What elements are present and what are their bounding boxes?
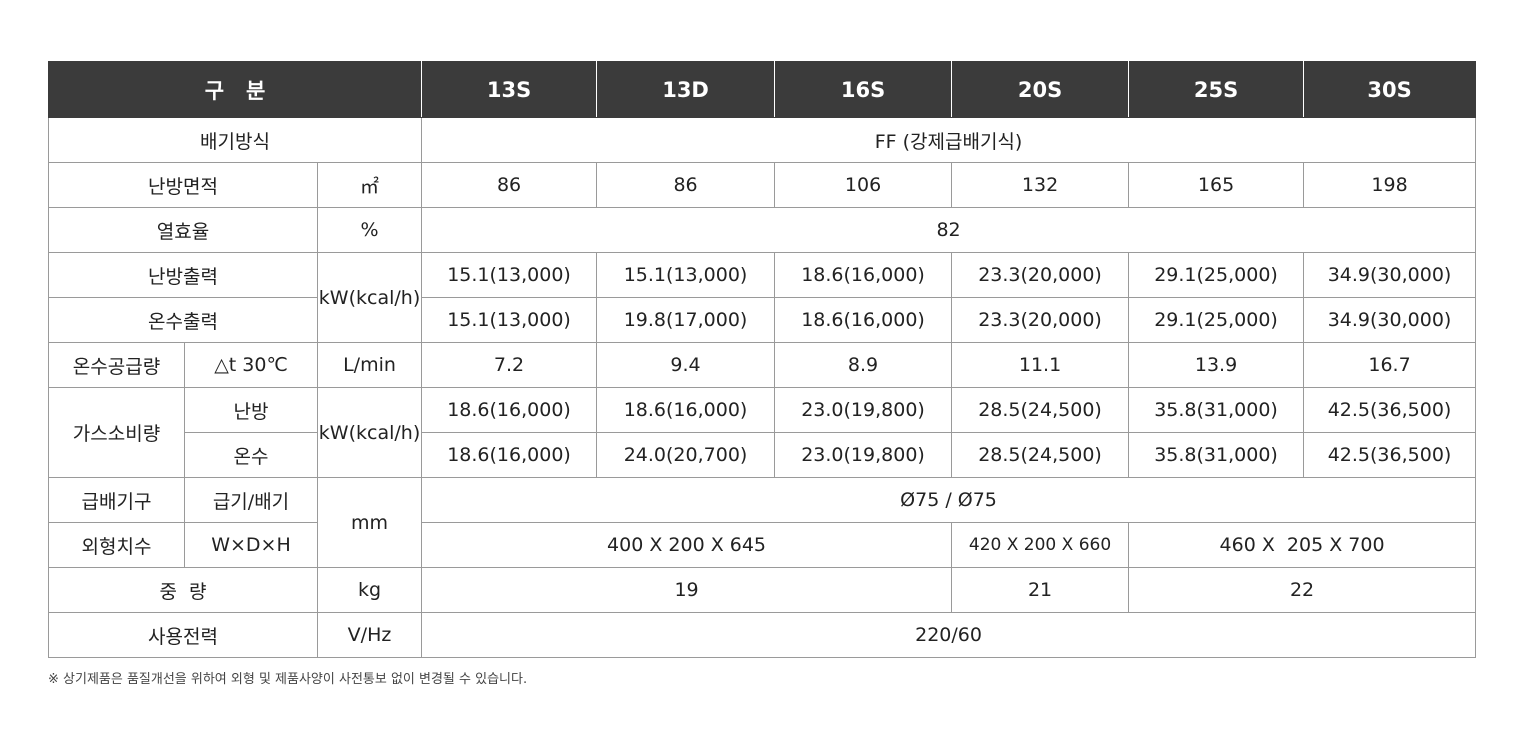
row-hot-water-output: 온수출력 15.1(13,000) 19.8(17,000) 18.6(16,0…: [48, 297, 1477, 343]
hot-water-supply-value: 7.2: [421, 342, 598, 388]
flue-value: Ø75 / Ø75: [421, 477, 1477, 523]
hot-water-supply-value: 16.7: [1303, 342, 1477, 388]
output-unit: kW(kcal/h): [316, 252, 423, 343]
hot-water-output-value: 23.3(20,000): [951, 297, 1130, 343]
area-value: 86: [421, 162, 598, 208]
efficiency-value: 82: [421, 207, 1477, 253]
efficiency-unit: %: [316, 207, 423, 253]
gas-hot-water-value: 35.8(31,000): [1128, 432, 1305, 478]
flue-label: 급배기구: [48, 477, 185, 523]
weight-value: 22: [1128, 567, 1477, 613]
area-unit: ㎡: [316, 162, 423, 208]
gas-hot-water-value: 42.5(36,500): [1303, 432, 1477, 478]
hot-water-supply-value: 13.9: [1128, 342, 1305, 388]
row-power: 사용전력 V/Hz 220/60: [48, 612, 1477, 658]
gas-heating-value: 23.0(19,800): [774, 387, 953, 433]
row-dimensions: 외형치수 W×D×H 400 X 200 X 645 420 X 200 X 6…: [48, 522, 1477, 568]
gas-heating-value: 28.5(24,500): [951, 387, 1130, 433]
area-value: 165: [1128, 162, 1305, 208]
dimensions-label: 외형치수: [48, 522, 185, 568]
gas-hot-water-value: 18.6(16,000): [421, 432, 598, 478]
weight-value: 19: [421, 567, 953, 613]
heat-output-value: 34.9(30,000): [1303, 252, 1477, 298]
gas-hot-water-sub: 온수: [184, 432, 318, 478]
gas-hot-water-value: 23.0(19,800): [774, 432, 953, 478]
footnote: ※ 상기제품은 품질개선을 위하여 외형 및 제품사양이 사전통보 없이 변경될…: [48, 672, 528, 687]
dimensions-value: 460 X 205 X 700: [1128, 522, 1477, 568]
hot-water-output-label: 온수출력: [48, 297, 318, 343]
area-value: 132: [951, 162, 1130, 208]
weight-label: 중 량: [48, 567, 318, 613]
header-row: 구 분 13S 13D 16S 20S 25S 30S: [47, 61, 1477, 118]
area-value: 198: [1303, 162, 1477, 208]
heat-output-value: 23.3(20,000): [951, 252, 1130, 298]
hot-water-output-value: 18.6(16,000): [774, 297, 953, 343]
mm-unit: mm: [316, 477, 423, 568]
heat-output-value: 18.6(16,000): [774, 252, 953, 298]
header-category: 구 분: [47, 61, 423, 118]
dimensions-value: 420 X 200 X 660: [951, 522, 1130, 568]
row-flue: 급배기구 급기/배기 mm Ø75 / Ø75: [48, 477, 1477, 568]
spec-table: 구 분 13S 13D 16S 20S 25S 30S 배기방식 FF (강제급…: [47, 61, 1477, 658]
row-weight: 중 량 kg 19 21 22: [48, 567, 1477, 613]
gas-consumption-label: 가스소비량: [48, 387, 185, 478]
gas-heating-value: 18.6(16,000): [421, 387, 598, 433]
header-model-30s: 30S: [1303, 61, 1477, 118]
hot-water-output-value: 34.9(30,000): [1303, 297, 1477, 343]
weight-unit: kg: [316, 567, 423, 613]
gas-heating-value: 18.6(16,000): [596, 387, 776, 433]
gas-heating-sub: 난방: [184, 387, 318, 433]
hot-water-supply-unit: L/min: [316, 342, 423, 388]
power-value: 220/60: [421, 612, 1477, 658]
gas-consumption-unit: kW(kcal/h): [316, 387, 423, 478]
header-model-13d: 13D: [596, 61, 776, 118]
hot-water-supply-value: 9.4: [596, 342, 776, 388]
gas-hot-water-value: 28.5(24,500): [951, 432, 1130, 478]
heat-output-value: 29.1(25,000): [1128, 252, 1305, 298]
header-model-25s: 25S: [1128, 61, 1305, 118]
row-area: 난방면적 ㎡ 86 86 106 132 165 198: [48, 162, 1477, 208]
gas-hot-water-value: 24.0(20,700): [596, 432, 776, 478]
hot-water-output-value: 29.1(25,000): [1128, 297, 1305, 343]
flue-sub: 급기/배기: [184, 477, 318, 523]
row-efficiency: 열효율 % 82: [48, 207, 1477, 253]
power-label: 사용전력: [48, 612, 318, 658]
row-gas-hot-water: 온수 18.6(16,000) 24.0(20,700) 23.0(19,800…: [49, 432, 1477, 478]
row-gas-heating: 가스소비량 난방 kW(kcal/h) 18.6(16,000) 18.6(16…: [48, 387, 1477, 478]
header-model-20s: 20S: [951, 61, 1130, 118]
area-value: 106: [774, 162, 953, 208]
row-hot-water-supply: 온수공급량 △t 30℃ L/min 7.2 9.4 8.9 11.1 13.9…: [48, 342, 1477, 388]
hot-water-output-value: 15.1(13,000): [421, 297, 598, 343]
heat-output-value: 15.1(13,000): [421, 252, 598, 298]
gas-heating-value: 35.8(31,000): [1128, 387, 1305, 433]
heat-output-value: 15.1(13,000): [596, 252, 776, 298]
header-model-13s: 13S: [421, 61, 598, 118]
exhaust-value: FF (강제급배기식): [421, 117, 1477, 163]
hot-water-supply-value: 11.1: [951, 342, 1130, 388]
hot-water-supply-label: 온수공급량: [48, 342, 185, 388]
heat-output-label: 난방출력: [48, 252, 318, 298]
row-exhaust: 배기방식 FF (강제급배기식): [47, 117, 1477, 163]
hot-water-supply-value: 8.9: [774, 342, 953, 388]
header-model-16s: 16S: [774, 61, 953, 118]
efficiency-label: 열효율: [48, 207, 318, 253]
area-label: 난방면적: [48, 162, 318, 208]
dimensions-value: 400 X 200 X 645: [421, 522, 953, 568]
weight-value: 21: [951, 567, 1130, 613]
power-unit: V/Hz: [316, 612, 423, 658]
hot-water-output-value: 19.8(17,000): [596, 297, 776, 343]
row-heat-output: 난방출력 kW(kcal/h) 15.1(13,000) 15.1(13,000…: [48, 252, 1477, 343]
hot-water-supply-sub: △t 30℃: [184, 342, 318, 388]
gas-heating-value: 42.5(36,500): [1303, 387, 1477, 433]
dimensions-sub: W×D×H: [184, 522, 318, 568]
area-value: 86: [596, 162, 776, 208]
exhaust-label: 배기방식: [47, 117, 423, 163]
